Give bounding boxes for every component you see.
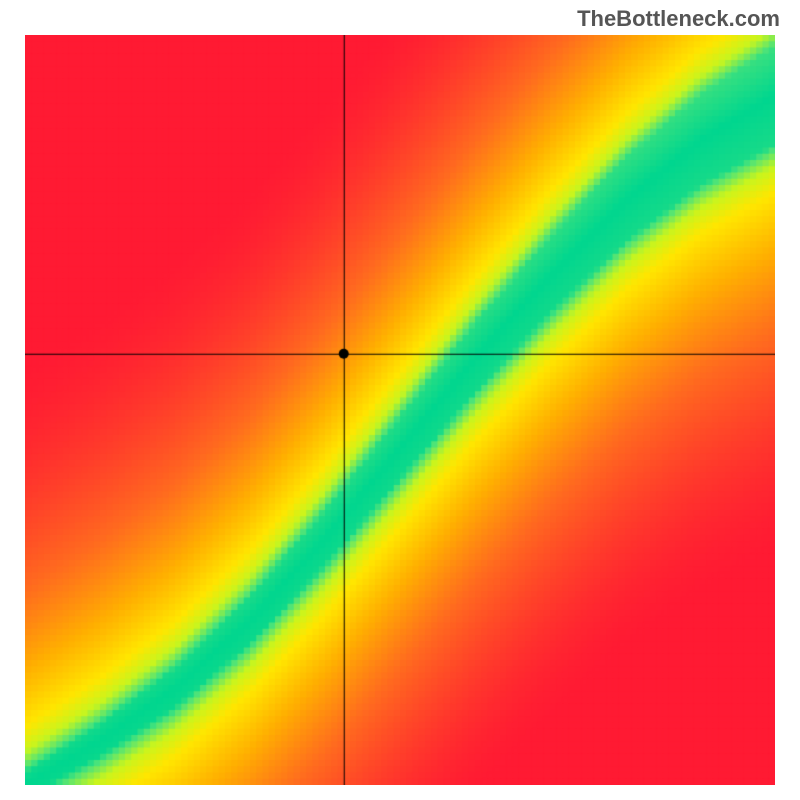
watermark-text: TheBottleneck.com: [577, 6, 780, 32]
heatmap-canvas: [25, 35, 775, 785]
bottleneck-heatmap: [25, 35, 775, 785]
